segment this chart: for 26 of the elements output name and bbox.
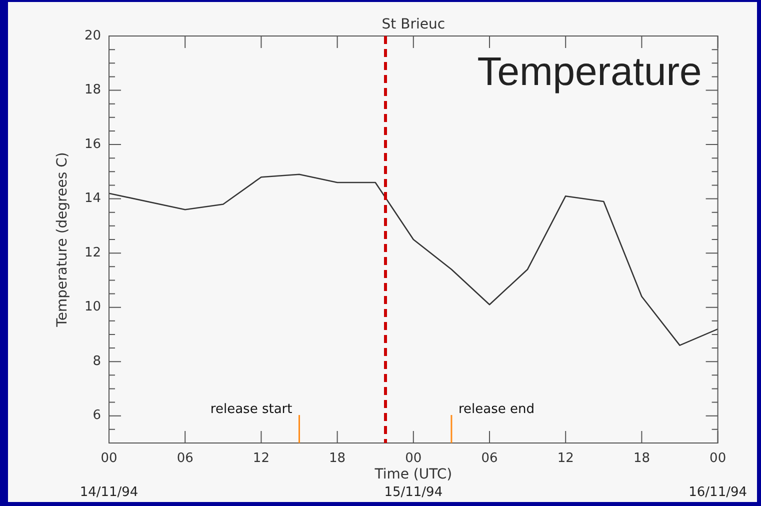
y-tick-label: 8 [92,354,101,369]
chart-title: St Brieuc [382,16,446,33]
y-tick-label: 12 [84,245,101,260]
y-axis-title: Temperature (degrees C) [54,152,71,328]
x2-tick-label: 14/11/94 [80,485,138,500]
x-axis-title: Time (UTC) [374,466,452,483]
x-tick-label: 00 [100,451,118,466]
x-tick-label: 00 [405,451,422,466]
y-tick-label: 20 [84,28,101,44]
x-tick-label: 06 [176,451,194,466]
x-tick-label: 18 [633,451,650,466]
x-tick-label: 12 [252,451,270,466]
x-tick-label: 06 [481,451,498,466]
y-tick-label: 6 [92,408,101,424]
ref-line-label: release end [458,402,534,417]
y-tick-label: 10 [84,300,101,315]
annotation: Temperature [477,50,702,94]
x2-tick-label: 16/11/94 [688,485,747,500]
x-tick-label: 12 [557,451,574,466]
ref-line-label: release start [210,402,292,417]
y-tick-label: 14 [84,191,101,206]
y-tick-label: 16 [84,136,101,152]
x-tick-label: 00 [710,451,726,466]
x2-tick-label: 15/11/94 [384,485,443,500]
y-tick-label: 18 [84,82,101,98]
x-tick-label: 18 [329,451,346,466]
